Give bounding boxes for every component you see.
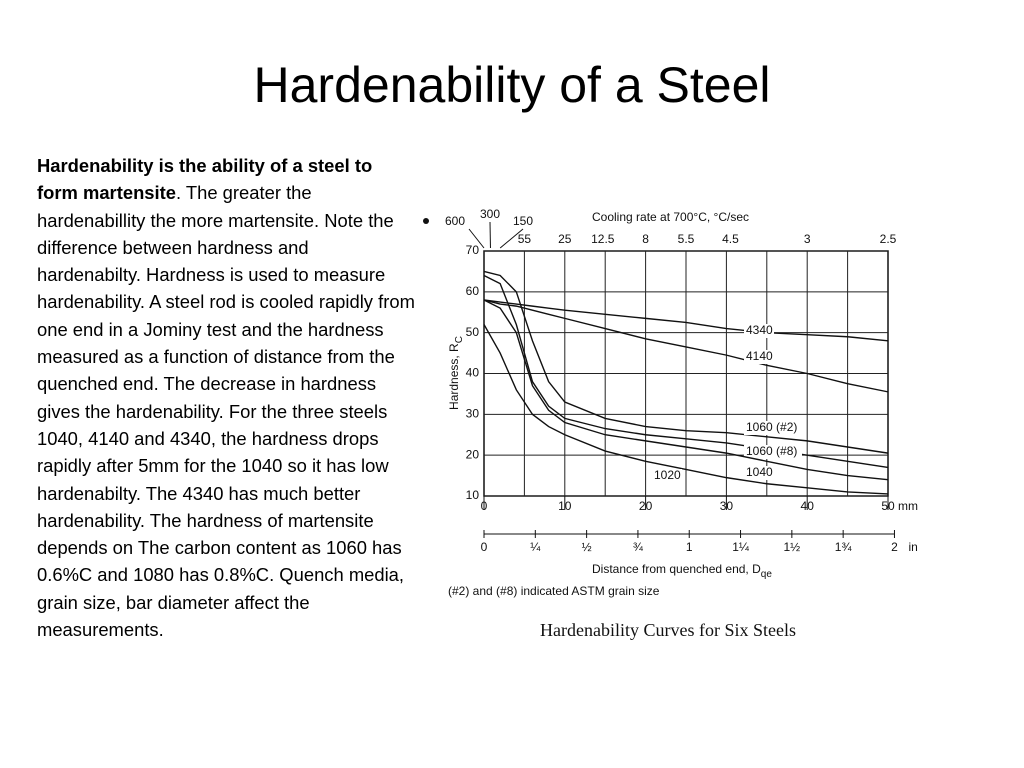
cooling-tick-label: 4.5	[722, 232, 739, 246]
inch-tick-label: 1¾	[835, 540, 853, 554]
inch-tick-label: 1¼	[732, 540, 750, 554]
cooling-tick-label: 5.5	[678, 232, 695, 246]
paragraph: 1040, 4140 and 4340, the hardness drops …	[37, 427, 405, 641]
cooling-tick-label: 25	[558, 232, 572, 246]
series-line	[483, 270, 889, 454]
series-label-bg	[744, 466, 774, 480]
x-tick-label: 40	[801, 499, 815, 513]
cooling-tick-label: 55	[518, 232, 532, 246]
x-axis-label: Distance from quenched end, Dqe	[592, 562, 772, 579]
inch-tick-label: ¼	[530, 540, 541, 554]
x-tick-label: 30	[720, 499, 734, 513]
series-label-bg	[744, 421, 802, 435]
series-line	[483, 299, 889, 342]
cooling-tick-label: 3	[804, 232, 811, 246]
x-tick-label: 0	[481, 499, 488, 513]
body-text: Hardenability is the ability of a steel …	[37, 152, 415, 643]
note: (#2) and (#8) indicated ASTM grain size	[448, 584, 660, 598]
y-tick-label: 30	[466, 407, 480, 421]
cooling-arrow	[468, 228, 485, 249]
inch-tick-label: 1	[686, 540, 693, 554]
cooling-axis-label: Cooling rate at 700°C, °C/sec	[592, 210, 749, 224]
inch-tick-label: ¾	[633, 540, 644, 554]
series-label: 1020	[654, 468, 681, 482]
cooling-tick-label: 300	[480, 207, 500, 221]
x-tick-label: 10	[558, 499, 572, 513]
y-tick-label: 40	[466, 366, 480, 380]
inch-tick-label: ½	[582, 540, 592, 554]
x-tick-label: 20	[639, 499, 653, 513]
series-label: 4140	[746, 349, 773, 363]
y-tick-label: 70	[466, 243, 480, 257]
cooling-tick-label: 8	[642, 232, 649, 246]
bold-text: Hardenability is the ability of a steel …	[37, 155, 373, 204]
series-label: 1060 (#2)	[746, 420, 797, 434]
caption: Hardenability Curves for Six Steels	[540, 620, 796, 640]
series-line	[483, 299, 889, 393]
cooling-tick-label: 150	[513, 214, 533, 228]
y-tick-label: 10	[466, 488, 480, 502]
cooling-tick-label: 12.5	[591, 232, 615, 246]
inch-tick-label: 1½	[784, 540, 801, 554]
paragraph: Hardenability is the ability of a steel …	[37, 152, 415, 425]
x-unit: mm	[898, 499, 918, 513]
slide-title: Hardenability of a Steel	[253, 57, 771, 113]
inch-tick-label: 2	[891, 540, 898, 554]
inch-unit: in	[908, 540, 917, 554]
x-axis-label-main: Distance from quenched end, D	[592, 562, 761, 576]
y-axis-label-main: Hardness, R	[447, 343, 461, 410]
series-label-bg	[744, 324, 774, 338]
y-axis-label-sub: C	[454, 336, 465, 343]
x-tick-label: 50	[881, 499, 895, 513]
cooling-tick-label: 2.5	[880, 232, 897, 246]
series-label: 1040	[746, 465, 773, 479]
y-tick-label: 50	[466, 325, 480, 339]
bullet	[423, 218, 429, 224]
series-label-bg	[744, 350, 774, 364]
series-line	[483, 324, 889, 495]
inch-tick-label: 0	[481, 540, 488, 554]
y-tick-label: 20	[466, 447, 480, 461]
text: . The greater the hardenabillity the mor…	[37, 182, 415, 422]
series-label: 1060 (#8)	[746, 444, 797, 458]
series-label-bg	[652, 469, 682, 483]
series-label: 4340	[746, 323, 773, 337]
series-line	[483, 299, 889, 481]
cooling-arrow	[499, 228, 524, 249]
y-tick-label: 60	[466, 284, 480, 298]
x-axis-label-sub: qe	[761, 569, 773, 580]
cooling-tick-label: 600	[445, 214, 465, 228]
y-axis-label: Hardness, RC	[447, 336, 464, 410]
series-label-bg	[744, 445, 802, 459]
